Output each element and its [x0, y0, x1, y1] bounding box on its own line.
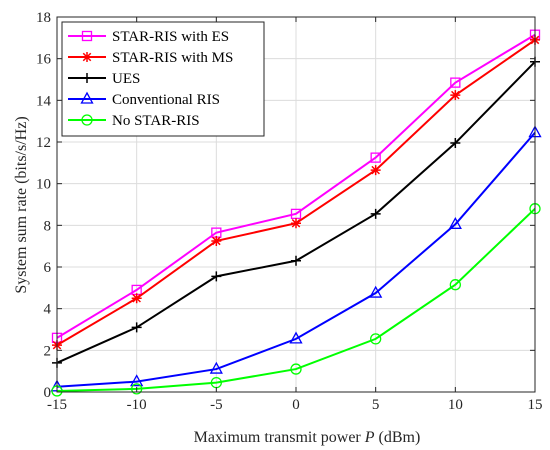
circle-marker — [290, 363, 302, 375]
triangle-marker — [369, 285, 383, 298]
y-tick-label: 6 — [44, 260, 52, 276]
plus-marker — [82, 73, 92, 83]
plus-marker — [211, 271, 222, 282]
legend-label: UES — [112, 71, 140, 87]
plus-marker — [450, 138, 461, 149]
asterisk-marker — [291, 218, 301, 229]
data-point — [370, 152, 381, 163]
x-tick-label: 5 — [372, 397, 380, 413]
series-line — [56, 131, 536, 388]
circle-marker — [81, 114, 93, 126]
plus-marker — [370, 208, 381, 219]
asterisk-marker — [211, 235, 222, 246]
data-point — [130, 374, 144, 387]
legend-label: No STAR-RIS — [112, 113, 200, 129]
data-point — [211, 235, 222, 246]
data-point — [131, 383, 143, 395]
plus-marker — [131, 322, 142, 333]
data-point — [370, 208, 381, 219]
y-tick-label: 8 — [44, 218, 52, 234]
data-point — [369, 285, 383, 298]
x-tick-label: 10 — [448, 397, 463, 413]
triangle-marker — [80, 91, 94, 104]
legend-entry: No STAR-RIS — [68, 113, 200, 129]
triangle-marker — [289, 331, 303, 344]
x-axis-label: Maximum transmit power P (dBm) — [194, 429, 421, 446]
x-tick-label: -15 — [47, 397, 67, 413]
data-point — [131, 322, 142, 333]
series-ues — [52, 56, 540, 368]
x-tick-label: -10 — [127, 397, 147, 413]
legend-entry: STAR-RIS with MS — [68, 50, 233, 66]
y-tick-label: 14 — [36, 93, 52, 109]
legend-entry: STAR-RIS with ES — [68, 29, 229, 45]
legend-label: Conventional RIS — [112, 92, 220, 108]
legend-label: STAR-RIS with MS — [112, 50, 233, 66]
y-tick-label: 2 — [44, 343, 52, 359]
y-tick-label: 16 — [36, 52, 52, 68]
x-tick-label: 0 — [292, 397, 300, 413]
data-point — [448, 216, 462, 229]
x-tick-label: 15 — [528, 397, 543, 413]
data-point — [289, 331, 303, 344]
y-tick-label: 12 — [36, 135, 51, 151]
triangle-marker — [209, 361, 223, 374]
data-point — [450, 138, 461, 149]
data-point — [450, 77, 461, 88]
square-marker — [450, 77, 461, 88]
asterisk-marker — [131, 293, 142, 304]
asterisk-marker — [82, 52, 92, 62]
square-marker — [370, 152, 381, 163]
data-point — [449, 279, 461, 291]
y-tick-label: 18 — [36, 10, 51, 26]
data-point — [211, 271, 222, 282]
circle-marker — [370, 333, 382, 345]
asterisk-marker — [450, 90, 461, 101]
legend: STAR-RIS with ES STAR-RIS with MS UES Conve… — [61, 21, 265, 137]
plus-marker — [291, 255, 301, 266]
legend-entry: UES — [68, 71, 140, 87]
y-tick-label: 10 — [36, 177, 51, 193]
square-marker — [81, 30, 93, 42]
data-point — [290, 363, 302, 375]
series-line — [56, 33, 536, 339]
triangle-marker — [130, 374, 144, 387]
legend-label: STAR-RIS with ES — [112, 29, 229, 45]
y-tick-label: 4 — [44, 302, 52, 318]
data-point — [291, 218, 301, 229]
circle-marker — [131, 383, 143, 395]
data-point — [370, 333, 382, 345]
asterisk-marker — [370, 165, 381, 176]
circle-marker — [449, 279, 461, 291]
data-point — [131, 293, 142, 304]
data-point — [291, 255, 301, 266]
legend-entry: Conventional RIS — [68, 91, 220, 108]
y-tick-label: 0 — [44, 385, 52, 401]
x-tick-label: -5 — [210, 397, 223, 413]
data-point — [370, 165, 381, 176]
triangle-marker — [448, 216, 462, 229]
data-point — [450, 90, 461, 101]
axes: -15 -10 -5 0 5 10 15 0 2 4 6 8 10 12 14 16 18 — [36, 10, 543, 413]
y-axis-label: System sum rate (bits/s/Hz) — [13, 116, 30, 293]
data-point — [209, 361, 223, 374]
